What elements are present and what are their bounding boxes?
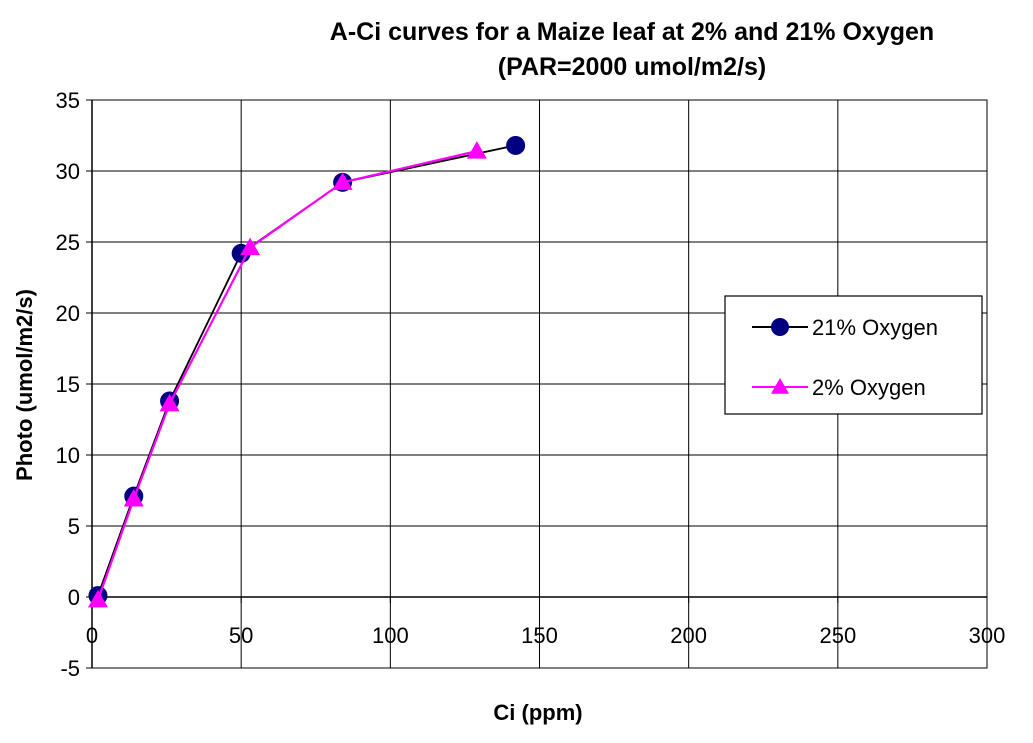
x-tick-label: 100: [372, 623, 409, 648]
y-tick-label: 10: [56, 443, 80, 468]
y-tick-label: 0: [68, 585, 80, 610]
legend: 21% Oxygen 2% Oxygen: [724, 295, 983, 415]
x-tick-label: 150: [521, 623, 558, 648]
legend-label: 2% Oxygen: [812, 375, 926, 400]
axes: [86, 99, 988, 669]
y-tick-label: -5: [60, 656, 80, 681]
x-tick-label: 300: [969, 623, 1006, 648]
chart-subtitle: (PAR=2000 umol/m2/s): [498, 53, 766, 81]
series-line: [97, 144, 516, 596]
series-line: [96, 150, 478, 601]
y-tick-label: 35: [56, 88, 80, 113]
chart-title: A-Ci curves for a Maize leaf at 2% and 2…: [330, 18, 934, 46]
data-point: [159, 393, 180, 412]
series-oxygen-2: [87, 141, 487, 608]
x-axis-label: Ci (ppm): [493, 700, 582, 725]
x-tick-label: 250: [819, 623, 856, 648]
data-point: [123, 489, 144, 507]
x-tick-label: 50: [229, 623, 253, 648]
data-point: [87, 589, 108, 608]
y-tick-label: 20: [56, 301, 80, 326]
legend-box: [724, 295, 983, 415]
x-tick-label: 200: [670, 623, 707, 648]
y-tick-label: 5: [68, 514, 80, 539]
data-point: [466, 141, 487, 159]
y-tick-label: 25: [56, 230, 80, 255]
data-point: [332, 172, 353, 190]
y-axis-label: Photo (umol/m2/s): [12, 289, 37, 481]
x-tick-label: 0: [86, 623, 98, 648]
legend-label: 21% Oxygen: [812, 315, 938, 340]
legend-marker: [771, 318, 789, 336]
legend-marker: [771, 378, 789, 394]
y-tick-label: 30: [56, 159, 80, 184]
data-point: [240, 237, 261, 256]
series: [87, 135, 526, 608]
data-point: [506, 135, 526, 155]
y-tick-label: 15: [56, 372, 80, 397]
